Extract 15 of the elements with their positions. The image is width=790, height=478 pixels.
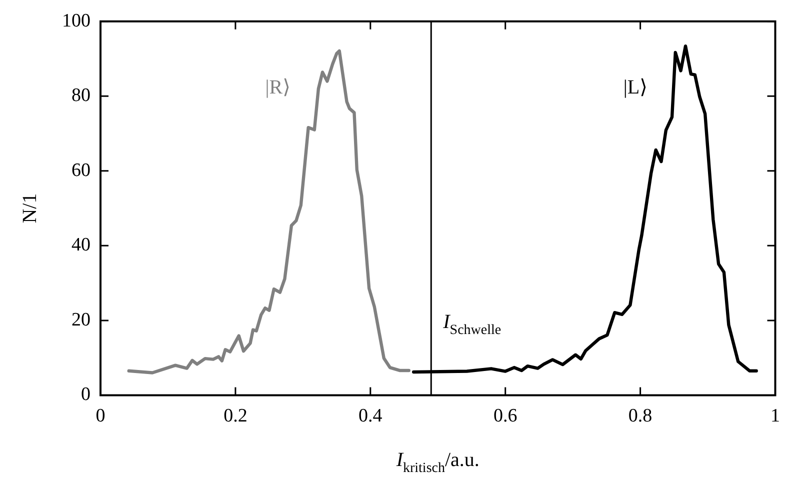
y-axis-title: N/1 (19, 193, 41, 224)
x-tick-label: 0.4 (358, 406, 383, 427)
y-tick-label: 40 (72, 234, 90, 256)
x-tick-label: 1 (770, 406, 780, 427)
y-tick-label: 0 (81, 384, 90, 406)
series-label: |L⟩ (623, 76, 648, 98)
y-tick-label: 80 (72, 85, 90, 106)
y-tick-label: 60 (72, 160, 90, 181)
y-tick-label: 20 (72, 309, 90, 330)
series-label: |R⟩ (265, 76, 290, 98)
y-tick-label: 100 (62, 10, 90, 32)
x-tick-label: 0.8 (628, 406, 652, 427)
x-tick-label: 0.6 (493, 406, 518, 427)
x-tick-label: 0.2 (224, 406, 248, 427)
x-tick-label: 0 (96, 406, 106, 427)
